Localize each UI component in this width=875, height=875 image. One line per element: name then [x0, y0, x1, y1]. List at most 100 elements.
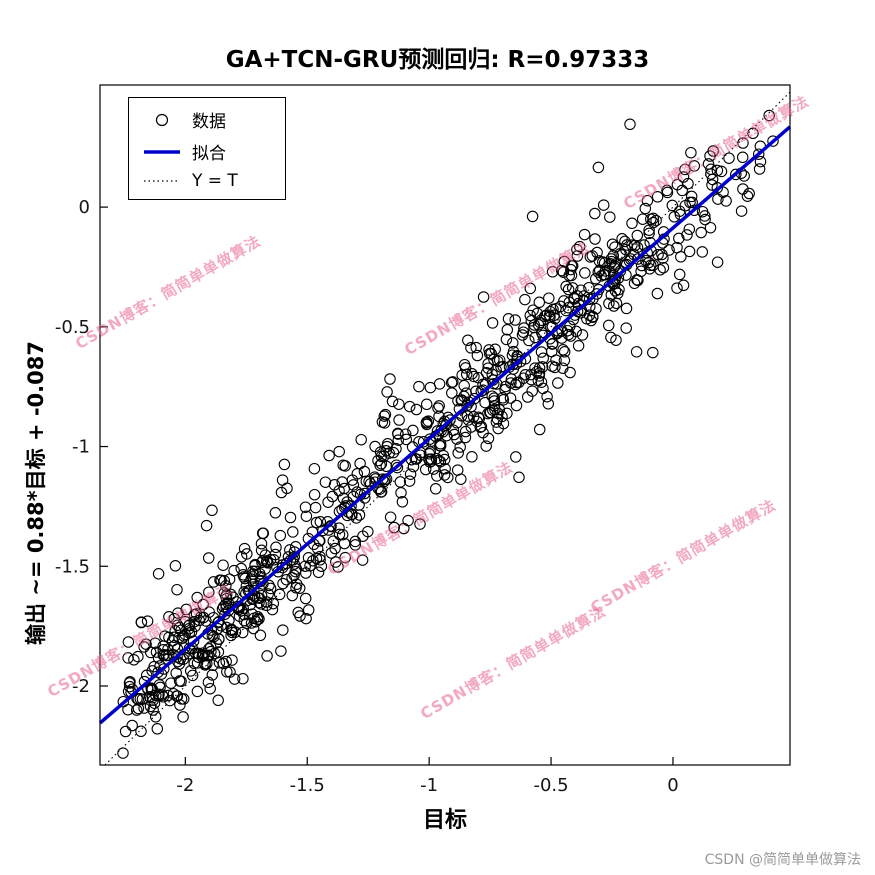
scatter-point	[226, 624, 238, 636]
scatter-point	[711, 164, 724, 177]
scatter-point	[510, 399, 523, 412]
scatter-point	[202, 552, 215, 564]
scatter-point	[404, 468, 417, 480]
scatter-point	[247, 622, 260, 635]
scatter-point	[442, 471, 454, 484]
scatter-point	[526, 210, 539, 223]
scatter-point	[538, 310, 551, 323]
scatter-point	[384, 511, 397, 523]
x-tick-label: -0.5	[533, 775, 568, 796]
legend-label-fit: 拟合	[192, 144, 226, 164]
scatter-point	[356, 554, 369, 566]
scatter-point	[712, 193, 724, 205]
scatter-point	[565, 260, 578, 272]
x-tick-label: -2	[176, 775, 194, 796]
scatter-point	[738, 170, 750, 182]
scatter-point	[392, 428, 404, 440]
scatter-point	[557, 344, 569, 356]
scatter-point	[369, 440, 381, 453]
scatter-point	[513, 376, 525, 389]
scatter-point	[468, 392, 481, 405]
scatter-point	[699, 213, 711, 226]
scatter-point	[657, 252, 669, 264]
scatter-point	[414, 518, 426, 530]
scatter-point	[533, 296, 546, 309]
scatter-point	[492, 407, 504, 420]
scatter-point	[477, 291, 490, 303]
circle-marker-icon	[155, 113, 169, 126]
scatter-point	[144, 646, 157, 659]
chart-title: GA+TCN-GRU预测回归: R=0.97333	[225, 47, 650, 73]
scatter-point	[145, 684, 158, 696]
scatter-point	[604, 211, 616, 223]
scatter-point	[477, 426, 489, 439]
scatter-point	[158, 648, 170, 661]
scatter-point	[609, 285, 622, 297]
scatter-point	[238, 542, 251, 555]
scatter-point	[376, 416, 389, 428]
scatter-point	[213, 657, 226, 669]
scatter-point	[579, 267, 591, 279]
scatter-point	[546, 338, 559, 350]
scatter-point	[135, 616, 148, 629]
scatter-point	[711, 182, 724, 194]
scatter-point	[117, 747, 129, 759]
scatter-point	[466, 451, 478, 463]
scatter-point	[711, 256, 724, 268]
scatter-point	[166, 635, 179, 647]
scatter-point	[630, 346, 643, 358]
scatter-point	[380, 460, 393, 473]
scatter-point	[393, 398, 405, 410]
scatter-point	[528, 319, 541, 331]
scatter-point	[632, 274, 644, 287]
scatter-point	[571, 243, 583, 256]
scatter-point	[581, 313, 593, 325]
scatter-point	[583, 293, 596, 305]
scatter-point	[253, 592, 266, 604]
scatter-point	[192, 651, 205, 663]
scatter-point	[704, 221, 717, 234]
scatter-point	[560, 280, 572, 293]
scatter-point	[402, 514, 414, 527]
scatter-point	[197, 598, 209, 611]
scatter-point	[609, 241, 621, 253]
scatter-point	[458, 358, 471, 371]
scatter-point	[651, 191, 664, 203]
scatter-point	[354, 457, 366, 470]
scatter-point	[752, 148, 765, 160]
legend: 数据 拟合 Y = T	[128, 97, 286, 200]
scatter-point	[149, 637, 161, 649]
scatter-point	[358, 487, 371, 500]
scatter-point	[147, 704, 159, 716]
scatter-point	[262, 557, 274, 569]
scatter-point	[378, 410, 391, 422]
scatter-point	[225, 629, 237, 642]
scatter-point	[410, 403, 423, 416]
scatter-point	[223, 573, 236, 585]
scatter-point	[293, 582, 306, 594]
scatter-point	[471, 349, 484, 362]
scatter-point	[381, 438, 394, 450]
scatter-point	[308, 462, 321, 475]
scatter-point	[720, 195, 732, 207]
scatter-point	[737, 183, 749, 195]
scatter-point	[753, 163, 766, 175]
scatter-point	[162, 689, 174, 702]
scatter-point	[349, 539, 362, 551]
scatter-point	[763, 109, 775, 122]
scatter-point	[255, 589, 268, 602]
scatter-point	[592, 161, 605, 174]
scatter-point	[165, 677, 177, 689]
scatter-point	[336, 528, 349, 541]
scatter-point	[647, 346, 659, 359]
scatter-point	[332, 561, 344, 573]
scatter-point	[327, 535, 340, 547]
scatter-point	[280, 557, 293, 570]
scatter-point	[339, 460, 351, 472]
scatter-point	[333, 445, 345, 458]
scatter-point	[607, 276, 619, 288]
scatter-point	[626, 239, 638, 251]
scatter-point	[639, 202, 652, 215]
scatter-point	[280, 573, 293, 586]
